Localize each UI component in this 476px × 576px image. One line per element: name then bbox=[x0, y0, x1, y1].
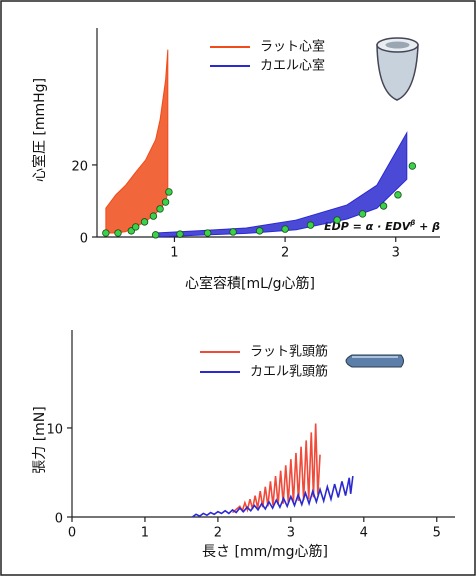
data-point bbox=[395, 192, 402, 199]
y-tick-label: 0 bbox=[55, 512, 63, 527]
legend-label: カエル乳頭筋 bbox=[250, 364, 328, 380]
data-point bbox=[230, 229, 237, 236]
data-point bbox=[141, 219, 148, 226]
x-tick-label: 4 bbox=[360, 526, 368, 541]
x-axis-label: 心室容積[mL/g心筋] bbox=[185, 275, 315, 292]
data-point bbox=[334, 217, 341, 224]
x-tick-label: 3 bbox=[287, 526, 295, 541]
chart-page: EDP = α · EDVβ + β 020123心室圧 [mmHg]心室容積[… bbox=[0, 0, 476, 576]
legend-label: ラット心室 bbox=[260, 39, 325, 55]
data-point bbox=[204, 230, 211, 237]
data-point bbox=[132, 224, 139, 231]
data-point bbox=[282, 226, 289, 233]
y-tick-label: 10 bbox=[46, 422, 63, 437]
x-tick-label: 3 bbox=[392, 246, 400, 261]
y-axis-label: 心室圧 [mmHg] bbox=[31, 78, 48, 182]
x-tick-label: 2 bbox=[281, 246, 289, 261]
muscle-icon bbox=[346, 355, 404, 367]
x-axis-label: 長さ [mm/mg心筋] bbox=[202, 543, 328, 560]
x-tick-label: 1 bbox=[141, 526, 149, 541]
x-tick-label: 2 bbox=[214, 526, 222, 541]
data-point bbox=[166, 189, 173, 196]
y-tick-label: 0 bbox=[80, 232, 88, 247]
data-point bbox=[409, 163, 416, 170]
x-tick-label: 5 bbox=[433, 526, 441, 541]
legend-label: ラット乳頭筋 bbox=[250, 344, 328, 360]
annotation: EDP = α · EDVβ + β bbox=[324, 219, 440, 233]
data-point bbox=[162, 199, 169, 206]
data-point bbox=[380, 203, 387, 210]
x-tick-label: 1 bbox=[170, 246, 178, 261]
data-point bbox=[359, 211, 366, 218]
data-point bbox=[103, 230, 110, 237]
y-tick-label: 20 bbox=[71, 159, 88, 174]
data-point bbox=[150, 213, 157, 220]
data-point bbox=[152, 232, 159, 239]
y-axis-label: 張力 [mN] bbox=[32, 406, 48, 473]
data-point bbox=[157, 206, 164, 213]
data-point bbox=[256, 228, 263, 235]
legend-label: カエル心室 bbox=[260, 58, 325, 74]
data-point bbox=[177, 231, 184, 238]
annotation-tail: + β bbox=[415, 220, 440, 233]
x-tick-label: 0 bbox=[68, 526, 76, 541]
data-point bbox=[115, 230, 122, 237]
data-point bbox=[307, 222, 314, 229]
